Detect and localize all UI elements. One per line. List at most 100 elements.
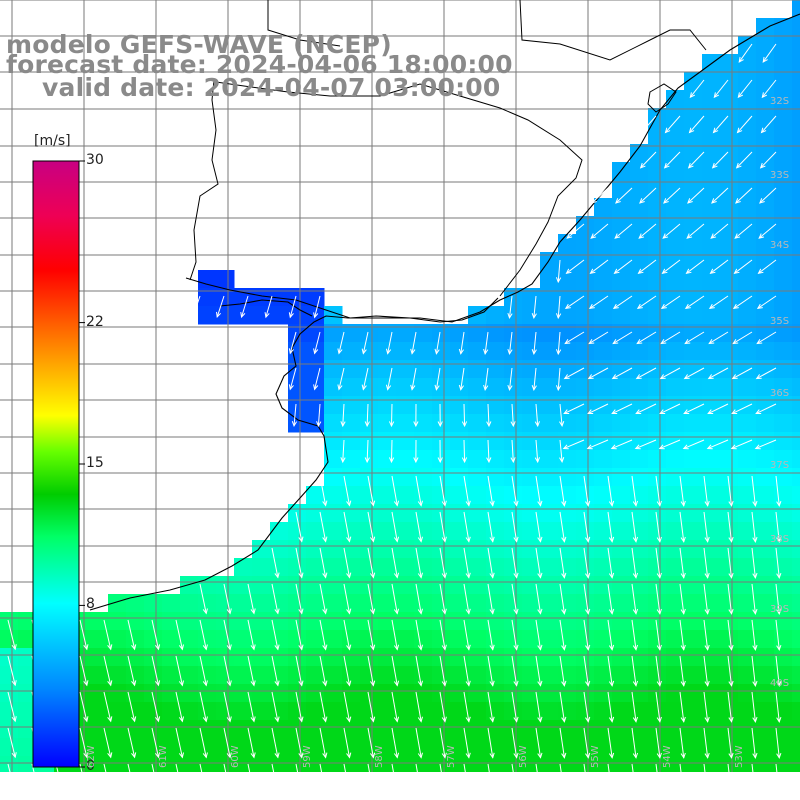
wind-speed-cell — [666, 558, 685, 577]
wind-speed-cell — [252, 648, 271, 667]
latitude-label: 35S — [770, 316, 790, 327]
wind-speed-cell — [414, 378, 433, 397]
wind-speed-cell — [720, 126, 739, 145]
wind-speed-cell — [396, 342, 415, 361]
wind-arrow — [487, 763, 490, 772]
colorbar-tick-label: 22 — [86, 313, 104, 330]
wind-arrow — [439, 475, 447, 507]
wind-arrow — [175, 655, 185, 687]
wind-speed-cell — [306, 540, 325, 559]
wind-speed-cell — [540, 630, 559, 649]
wind-speed-cell — [108, 612, 127, 631]
wind-speed-cell — [324, 324, 343, 343]
wind-arrow — [415, 547, 423, 579]
wind-speed-cell — [792, 144, 800, 163]
wind-speed-cell — [450, 558, 469, 577]
wind-speed-cell — [756, 288, 775, 307]
wind-arrow — [684, 331, 705, 345]
wind-speed-cell — [630, 630, 649, 649]
wind-arrow — [631, 763, 634, 772]
wind-speed-cell — [216, 594, 235, 613]
wind-arrow — [247, 691, 256, 723]
wind-speed-cell — [540, 540, 559, 559]
wind-arrow — [589, 259, 609, 274]
wind-speed-cell — [324, 414, 343, 433]
wind-speed-cell — [378, 522, 397, 541]
wind-speed-cell — [702, 216, 721, 235]
wind-speed-cell — [720, 198, 739, 217]
wind-speed-cell — [324, 594, 343, 613]
wind-speed-cell — [414, 414, 433, 433]
wind-speed-cell — [414, 558, 433, 577]
wind-arrows — [7, 43, 782, 772]
wind-arrow — [559, 547, 567, 579]
wind-speed-cell — [666, 648, 685, 667]
wind-speed-cell — [432, 540, 451, 559]
wind-speed-cell — [756, 576, 775, 595]
wind-speed-cell — [702, 360, 721, 379]
wind-speed-cell — [738, 594, 757, 613]
wind-arrow — [663, 151, 681, 169]
wind-speed-cell — [396, 324, 415, 343]
wind-speed-cell — [666, 540, 685, 559]
wind-arrow — [240, 295, 249, 319]
wind-speed-cell — [504, 324, 523, 343]
wind-speed-cell — [360, 558, 379, 577]
wind-speed-cell — [648, 162, 667, 181]
wind-arrow — [199, 727, 208, 759]
wind-speed-cell — [288, 558, 307, 577]
wind-arrow — [463, 547, 471, 579]
wind-speed-cell — [720, 648, 739, 667]
wind-speed-cell — [90, 720, 109, 739]
wind-arrow — [634, 439, 657, 450]
wind-speed-cell — [756, 396, 775, 415]
wind-arrow — [607, 691, 615, 723]
wind-speed-cell — [702, 720, 721, 739]
wind-arrow — [655, 691, 662, 723]
wind-speed-cell — [612, 702, 631, 721]
wind-speed-cell — [288, 630, 307, 649]
wind-arrow — [564, 295, 585, 310]
wind-arrow — [7, 691, 17, 723]
wind-arrow — [223, 619, 232, 651]
wind-speed-cell — [522, 504, 541, 523]
rio-de-la-plata-south-shore — [219, 299, 313, 317]
wind-arrow — [703, 619, 710, 651]
wind-arrow — [687, 151, 705, 169]
wind-speed-cell — [684, 414, 703, 433]
wind-speed-cell — [594, 450, 613, 469]
wind-speed-cell — [630, 198, 649, 217]
wind-speed-cell — [594, 504, 613, 523]
wind-speed-cell — [756, 630, 775, 649]
wind-speed-cell — [576, 630, 595, 649]
wind-arrow — [127, 691, 137, 723]
wind-arrow — [391, 475, 400, 507]
wind-speed-cell — [378, 612, 397, 631]
wind-speed-cell — [342, 648, 361, 667]
wind-speed-cell — [630, 180, 649, 199]
wind-arrow — [535, 583, 543, 615]
wind-speed-cell — [684, 342, 703, 361]
wind-arrow — [439, 727, 447, 759]
wind-speed-cell — [630, 414, 649, 433]
wind-speed-cell — [234, 756, 253, 772]
wind-arrow — [751, 475, 758, 507]
wind-speed-cell — [684, 450, 703, 469]
wind-arrow — [391, 691, 400, 723]
wind-speed-cell — [324, 702, 343, 721]
wind-speed-cell — [702, 108, 721, 127]
wind-speed-cell — [324, 684, 343, 703]
wind-arrow — [343, 475, 352, 507]
wind-speed-cell — [432, 486, 451, 505]
wind-speed-cell — [324, 360, 343, 379]
wind-speed-cell — [486, 522, 505, 541]
wind-arrow — [636, 331, 657, 345]
wind-speed-cell — [594, 648, 613, 667]
wind-speed-cell — [288, 576, 307, 595]
wind-speed-cell — [522, 342, 541, 361]
wind-speed-cell — [558, 306, 577, 325]
wind-speed-cell — [684, 576, 703, 595]
wind-speed-cell — [648, 342, 667, 361]
wind-speed-cell — [576, 666, 595, 685]
wind-speed-cell — [792, 324, 800, 343]
